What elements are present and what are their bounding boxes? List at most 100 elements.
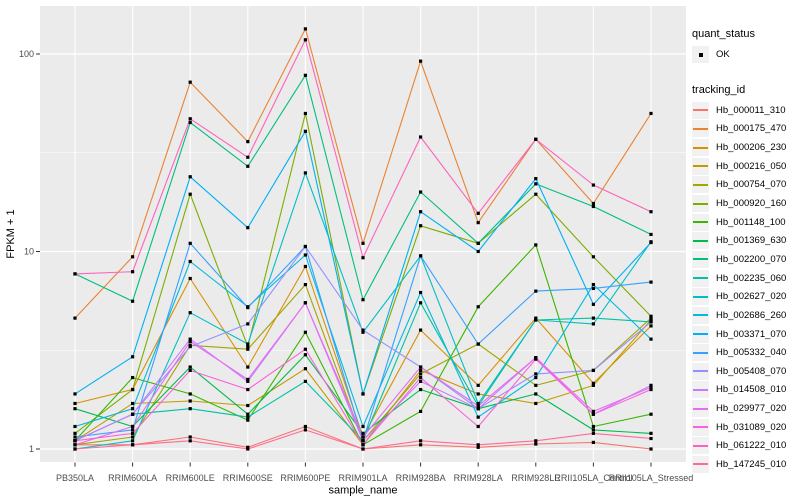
data-point <box>73 424 77 429</box>
data-point <box>419 190 423 194</box>
data-point <box>591 204 595 209</box>
legend-item: Hb_000920_160 <box>692 194 800 213</box>
x-tick-label: RRII105LA_Stressed <box>609 473 694 483</box>
data-point <box>591 201 595 206</box>
legend-item: Hb_002627_020 <box>692 287 800 306</box>
data-point <box>534 442 538 446</box>
data-point <box>534 137 538 141</box>
line-swatch-icon <box>693 183 708 186</box>
legend-key <box>692 288 709 306</box>
data-point <box>649 316 653 320</box>
data-point <box>419 328 423 332</box>
legend-item: Hb_000011_310 <box>692 101 800 120</box>
data-point <box>361 392 365 396</box>
legend-item: Hb_014508_010 <box>692 381 800 400</box>
line-swatch-icon <box>693 370 708 373</box>
legend-key <box>692 362 709 380</box>
data-point <box>303 301 307 305</box>
legend-key <box>692 176 709 194</box>
data-point <box>131 255 135 259</box>
data-point <box>73 443 77 447</box>
data-point <box>476 249 480 254</box>
data-point <box>73 401 77 406</box>
data-point <box>649 320 653 324</box>
data-point <box>73 431 77 435</box>
line-swatch-icon <box>693 109 708 112</box>
data-point <box>534 318 538 322</box>
data-point <box>188 339 192 344</box>
data-point <box>246 164 250 168</box>
legend-item: Hb_000216_050 <box>692 157 800 176</box>
legend-key <box>692 437 709 455</box>
data-point <box>476 445 480 449</box>
data-point <box>591 302 595 306</box>
data-point <box>649 314 653 318</box>
data-point <box>476 383 480 387</box>
data-point <box>534 243 538 247</box>
line-swatch-icon <box>693 444 708 447</box>
legend-key <box>692 120 709 138</box>
legend-item-label: Hb_000175_470 <box>716 123 787 135</box>
data-point <box>419 210 423 214</box>
line-swatch-icon <box>693 239 708 242</box>
data-point <box>246 347 250 351</box>
data-point <box>649 337 653 341</box>
legend-item: Hb_002200_070 <box>692 250 800 269</box>
data-point <box>188 392 192 396</box>
data-point <box>73 407 77 411</box>
data-point <box>591 282 595 287</box>
data-point <box>303 353 307 357</box>
x-tick-label: RRIM600SE <box>223 473 273 483</box>
legend-item-label: Hb_002200_070 <box>716 253 787 265</box>
data-point <box>246 445 250 449</box>
data-point <box>246 365 250 369</box>
data-point <box>649 318 653 322</box>
data-point <box>591 183 595 187</box>
data-point <box>188 439 192 443</box>
data-point <box>188 365 192 369</box>
legend-item-quant-status: OK <box>692 45 800 64</box>
x-tick-label: RRIM928LA <box>454 473 503 483</box>
legend-key <box>692 157 709 175</box>
legend-item: Hb_147245_010 <box>692 455 800 474</box>
legend-item-label: Hb_000206_230 <box>716 142 787 154</box>
legend-item-label: Hb_031089_020 <box>716 421 787 433</box>
data-point <box>419 368 423 373</box>
data-point <box>188 241 192 245</box>
data-point <box>419 439 423 443</box>
data-point <box>534 316 538 320</box>
data-point <box>591 316 595 320</box>
data-point <box>534 182 538 186</box>
data-point <box>419 372 423 376</box>
data-point <box>246 447 250 451</box>
data-point <box>419 379 423 383</box>
data-point <box>591 440 595 444</box>
data-point <box>534 192 538 196</box>
legend-item: Hb_003371_070 <box>692 325 800 344</box>
legend-item-label: Hb_005408_070 <box>716 365 787 377</box>
legend-key <box>692 232 709 250</box>
x-tick-label: RRIM600PE <box>280 473 330 483</box>
data-point <box>649 232 653 237</box>
data-point <box>649 210 653 214</box>
legend-quant-items: OK <box>692 45 800 64</box>
data-point <box>591 383 595 387</box>
data-point <box>303 428 307 432</box>
data-point <box>419 254 423 258</box>
data-point <box>591 286 595 291</box>
data-point <box>649 280 653 284</box>
legend-item-label: Hb_002627_020 <box>716 291 787 303</box>
y-tick-label: 100 <box>19 49 34 59</box>
data-point <box>246 140 250 144</box>
line-swatch-icon <box>693 463 708 466</box>
legend-item-label: Hb_014508_010 <box>716 384 787 396</box>
data-point <box>188 407 192 411</box>
point-marker-icon <box>698 52 703 57</box>
legend-item: Hb_031089_020 <box>692 418 800 437</box>
data-point <box>188 337 192 341</box>
data-point <box>303 253 307 257</box>
line-swatch-icon <box>693 351 708 354</box>
data-point <box>188 259 192 264</box>
legend-item-label: Hb_000216_050 <box>716 160 787 172</box>
data-point <box>591 412 595 416</box>
